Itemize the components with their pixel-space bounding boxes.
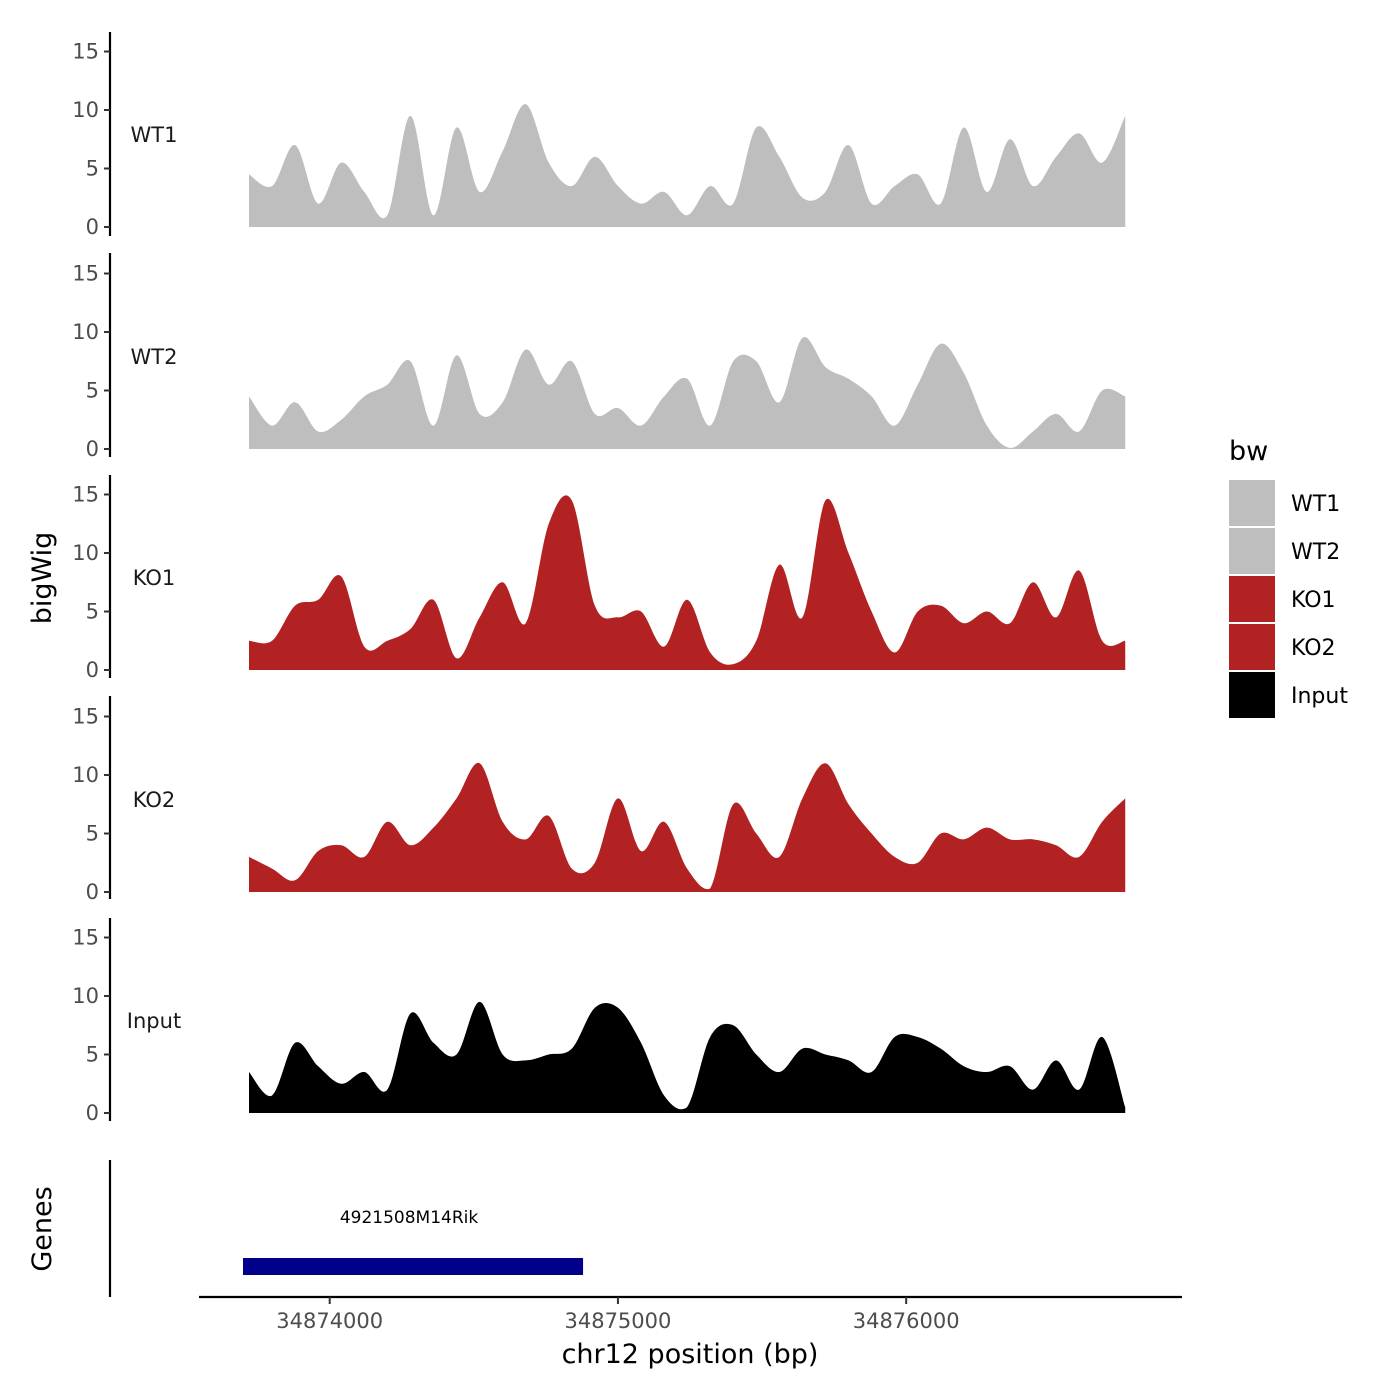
y-tick-label: 10 — [72, 763, 99, 787]
legend-title: bw — [1229, 436, 1268, 467]
y-tick-label: 0 — [86, 215, 99, 239]
legend-label: KO2 — [1291, 636, 1336, 661]
track-label: WT2 — [131, 345, 178, 369]
gene-label: 4921508M14Rik — [340, 1208, 479, 1228]
track-ko2: 0 5 10 15 KO2 — [72, 696, 1126, 904]
x-tick-label: 34876000 — [853, 1309, 960, 1333]
y-tick-label: 5 — [86, 1043, 99, 1067]
legend-label: KO1 — [1291, 588, 1336, 613]
legend-swatch — [1229, 480, 1275, 526]
legend-label: Input — [1291, 684, 1348, 709]
y-tick-label: 5 — [86, 822, 99, 846]
legend-label: WT1 — [1291, 492, 1340, 517]
track-wt2: 0 5 10 15 WT2 — [72, 253, 1126, 461]
legend-swatch — [1229, 576, 1275, 622]
y-tick-label: 5 — [86, 157, 99, 181]
track-label: KO1 — [133, 566, 176, 590]
area-ko2 — [249, 762, 1126, 892]
genes-axis-title: Genes — [27, 1186, 58, 1271]
track-label: WT1 — [131, 123, 178, 147]
y-tick-label: 10 — [72, 541, 99, 565]
area-wt2 — [249, 337, 1126, 449]
y-tick-label: 15 — [72, 40, 99, 64]
track-panels: 0 5 10 15 WT1 0 5 10 15 WT2 0 5 10 15 KO1 0 5 10 15 KO2 0 5 10… — [72, 32, 1126, 1125]
track-label: KO2 — [133, 788, 176, 812]
y-tick-label: 0 — [86, 437, 99, 461]
y-axis-title: bigWig — [27, 532, 58, 625]
y-tick-label: 5 — [86, 379, 99, 403]
track-wt1: 0 5 10 15 WT1 — [72, 32, 1126, 239]
y-tick-label: 15 — [72, 483, 99, 507]
legend-label: WT2 — [1291, 540, 1340, 565]
y-tick-label: 10 — [72, 320, 99, 344]
x-axis: 34874000 34875000 34876000 — [199, 1295, 1182, 1333]
y-tick-label: 10 — [72, 98, 99, 122]
area-input — [249, 1001, 1126, 1113]
track-input: 0 5 10 15 Input — [72, 918, 1126, 1125]
y-tick-label: 10 — [72, 984, 99, 1008]
legend: bw WT1 WT2 KO1 KO2 Input — [1229, 436, 1348, 718]
legend-swatch — [1229, 528, 1275, 574]
gene-bar — [243, 1258, 584, 1275]
x-tick-label: 34874000 — [276, 1309, 383, 1333]
y-tick-label: 15 — [72, 262, 99, 286]
y-tick-label: 0 — [86, 1101, 99, 1125]
legend-swatch — [1229, 624, 1275, 670]
genes-panel: 4921508M14Rik — [108, 1160, 584, 1297]
area-wt1 — [249, 104, 1126, 227]
y-tick-label: 15 — [72, 926, 99, 950]
area-ko1 — [249, 495, 1126, 670]
y-tick-label: 15 — [72, 705, 99, 729]
track-ko1: 0 5 10 15 KO1 — [72, 475, 1126, 682]
y-tick-label: 0 — [86, 880, 99, 904]
track-label: Input — [127, 1009, 181, 1033]
x-axis-title: chr12 position (bp) — [562, 1339, 819, 1370]
y-tick-label: 0 — [86, 658, 99, 682]
x-tick-label: 34875000 — [564, 1309, 671, 1333]
y-tick-label: 5 — [86, 600, 99, 624]
legend-swatch — [1229, 672, 1275, 718]
